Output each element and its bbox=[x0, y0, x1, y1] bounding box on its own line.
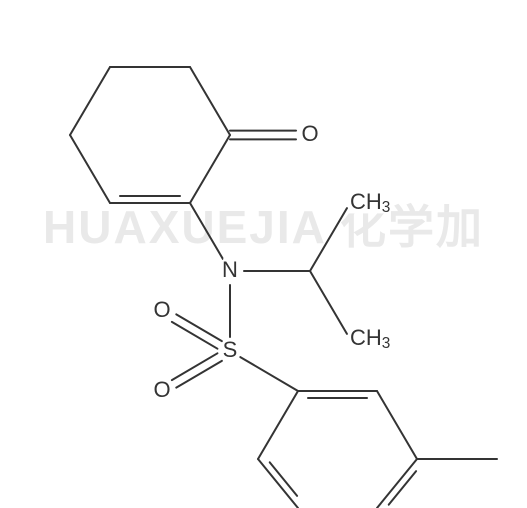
svg-text:O: O bbox=[153, 377, 170, 402]
svg-text:S: S bbox=[223, 337, 238, 362]
svg-text:O: O bbox=[301, 121, 318, 146]
svg-text:O: O bbox=[153, 297, 170, 322]
molecule-svg: ONCH3CH3SOO bbox=[0, 0, 527, 508]
svg-text:N: N bbox=[222, 257, 238, 282]
